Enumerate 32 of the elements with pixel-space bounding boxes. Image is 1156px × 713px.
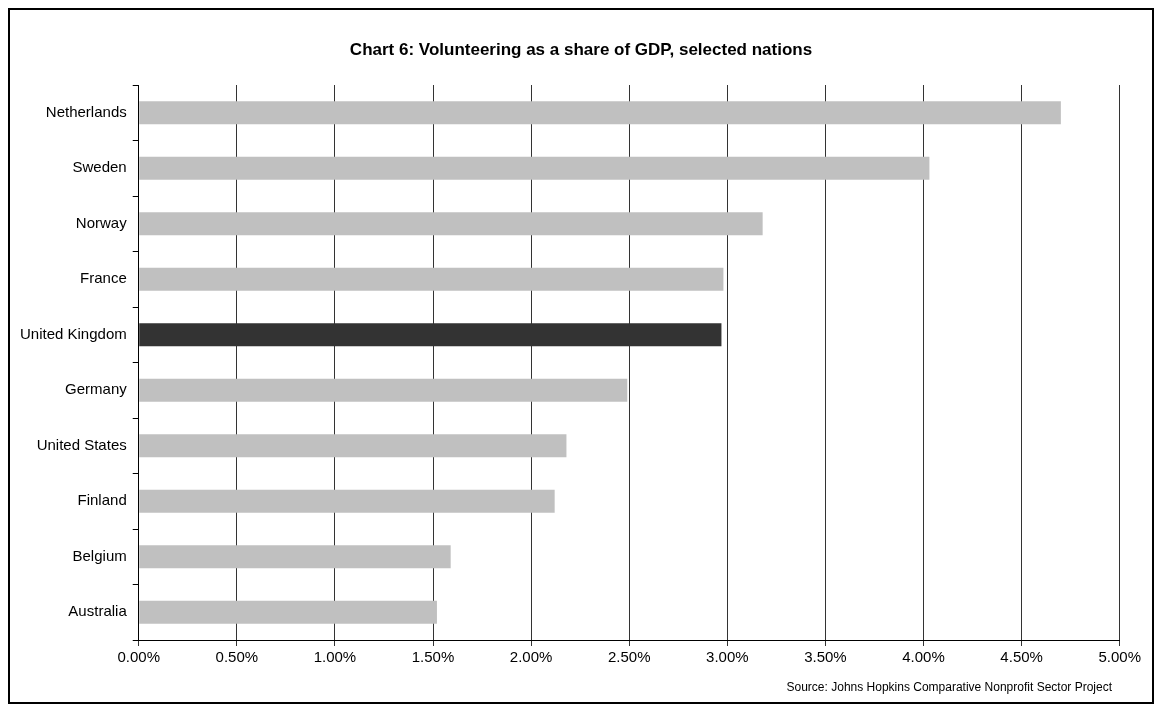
bar xyxy=(139,600,437,624)
bar xyxy=(139,434,567,458)
y-tick-label: Norway xyxy=(75,213,128,231)
x-tick-label: 4.00% xyxy=(902,648,945,666)
x-tick-label: 0.00% xyxy=(117,648,160,666)
x-tick-label: 2.50% xyxy=(607,648,651,666)
y-tick-label: Finland xyxy=(77,491,127,509)
y-tick-label: Sweden xyxy=(72,158,127,176)
y-tick-label: Netherlands xyxy=(45,102,127,120)
y-tick-label: United States xyxy=(36,435,127,453)
bar xyxy=(139,489,555,513)
x-tick-label: 4.50% xyxy=(1000,648,1043,666)
bar xyxy=(139,267,724,291)
y-tick-label: Belgium xyxy=(72,546,127,564)
x-tick-label: 3.50% xyxy=(804,648,847,666)
y-tick-label: United Kingdom xyxy=(19,324,127,342)
bar xyxy=(139,545,451,569)
x-tick-label: 2.00% xyxy=(509,648,553,666)
bar xyxy=(139,101,1061,125)
x-tick-label: 1.50% xyxy=(411,648,455,666)
y-tick-label: France xyxy=(80,269,127,287)
y-tick-label: Australia xyxy=(68,602,128,620)
x-tick-label: 3.00% xyxy=(706,648,749,666)
chart-title: Chart 6: Volunteering as a share of GDP, selected nations xyxy=(348,39,814,61)
x-tick-label: 5.00% xyxy=(1098,648,1142,666)
source-note: Source: Johns Hopkins Comparative Nonprofit Sector Project xyxy=(786,680,1112,694)
x-tick-label: 0.50% xyxy=(215,648,259,666)
bar xyxy=(139,378,628,402)
bar xyxy=(139,156,930,180)
x-tick-label: 1.00% xyxy=(313,648,357,666)
bar xyxy=(139,212,763,236)
y-tick-label: Germany xyxy=(65,380,128,398)
